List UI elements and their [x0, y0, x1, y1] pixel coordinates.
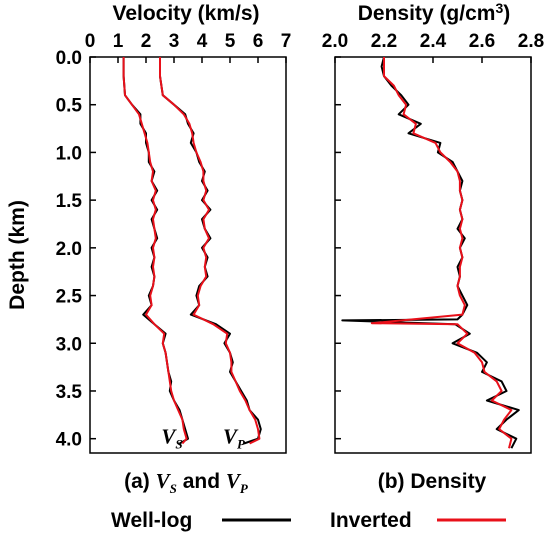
- inverted-vp-line: [159, 57, 261, 445]
- panel-a-x-tick-label: 6: [253, 31, 264, 52]
- panel-b-ticks: 2.0 2.2 2.4 2.6 2.8: [322, 31, 544, 63]
- panel-b-curves: [341, 56, 520, 449]
- well-log-vp-line: [159, 57, 262, 445]
- panel-a-x-tick-label: 1: [113, 31, 124, 52]
- panel-a-x-tick-label: 3: [169, 31, 180, 52]
- panel-b-x-tick-label: 2.8: [518, 31, 544, 52]
- legend: Well-log Inverted: [111, 509, 506, 532]
- inverted-density-line: [370, 57, 513, 449]
- panel-a-x-tick-label: 5: [225, 31, 236, 52]
- depth-tick-label: 2.5: [56, 287, 83, 308]
- panel-b-x-tick-label: 2.6: [469, 31, 495, 52]
- panel-b-x-tick-label: 2.0: [322, 31, 348, 52]
- panel-b-caption: (b) Density: [378, 470, 487, 493]
- caption-a-sub1: S: [170, 481, 177, 496]
- depth-tick-label: 2.0: [56, 239, 82, 260]
- panel-a-x-tick-label: 4: [197, 31, 208, 52]
- legend-label-inverted: Inverted: [330, 509, 412, 532]
- panel-b-x-title-close: ): [503, 2, 510, 25]
- caption-a-prefix: (a): [124, 470, 156, 493]
- depth-tick-label: 0.5: [56, 96, 83, 117]
- panel-b-x-title-text: Density (g/cm: [358, 2, 496, 25]
- well-log-density-line: [341, 56, 520, 449]
- caption-a-var1: V: [156, 469, 172, 493]
- inverted-vs-line: [122, 57, 188, 445]
- well-log-vs-line: [122, 57, 189, 445]
- vp-annotation: VP: [223, 424, 246, 451]
- panel-a-x-tick-label: 0: [85, 31, 96, 52]
- panel-a-curves: [122, 57, 262, 445]
- caption-a-sub2: P: [240, 481, 249, 496]
- panel-b-x-tick-label: 2.4: [420, 31, 447, 52]
- panel-b-x-title: Density (g/cm3): [358, 0, 511, 25]
- depth-tick-label: 3.0: [56, 334, 82, 355]
- vs-annotation: VS: [161, 424, 182, 451]
- legend-label-well-log: Well-log: [111, 509, 192, 532]
- panel-a-x-title: Velocity (km/s): [112, 2, 259, 25]
- depth-tick-label: 0.0: [56, 48, 82, 69]
- caption-a-mid: and: [177, 470, 226, 493]
- panel-a-frame: [89, 56, 287, 454]
- panel-a-x-tick-label: 2: [141, 31, 152, 52]
- depth-tick-label: 1.5: [56, 191, 83, 212]
- caption-a-var2: V: [226, 469, 242, 493]
- panel-a-caption: (a) VS and VP: [124, 469, 249, 496]
- panel-a-x-tick-label: 7: [281, 31, 292, 52]
- depth-ticks: 0.0 0.5 1.0 1.5 2.0 2.5 3.0 3.5 4.0: [56, 48, 341, 451]
- y-axis-title: Depth (km): [6, 200, 29, 310]
- depth-tick-label: 3.5: [56, 382, 83, 403]
- panel-b-x-title-sup: 3: [495, 0, 503, 16]
- depth-tick-label: 4.0: [56, 430, 82, 451]
- depth-tick-label: 1.0: [56, 143, 82, 164]
- panel-b-x-tick-label: 2.2: [371, 31, 397, 52]
